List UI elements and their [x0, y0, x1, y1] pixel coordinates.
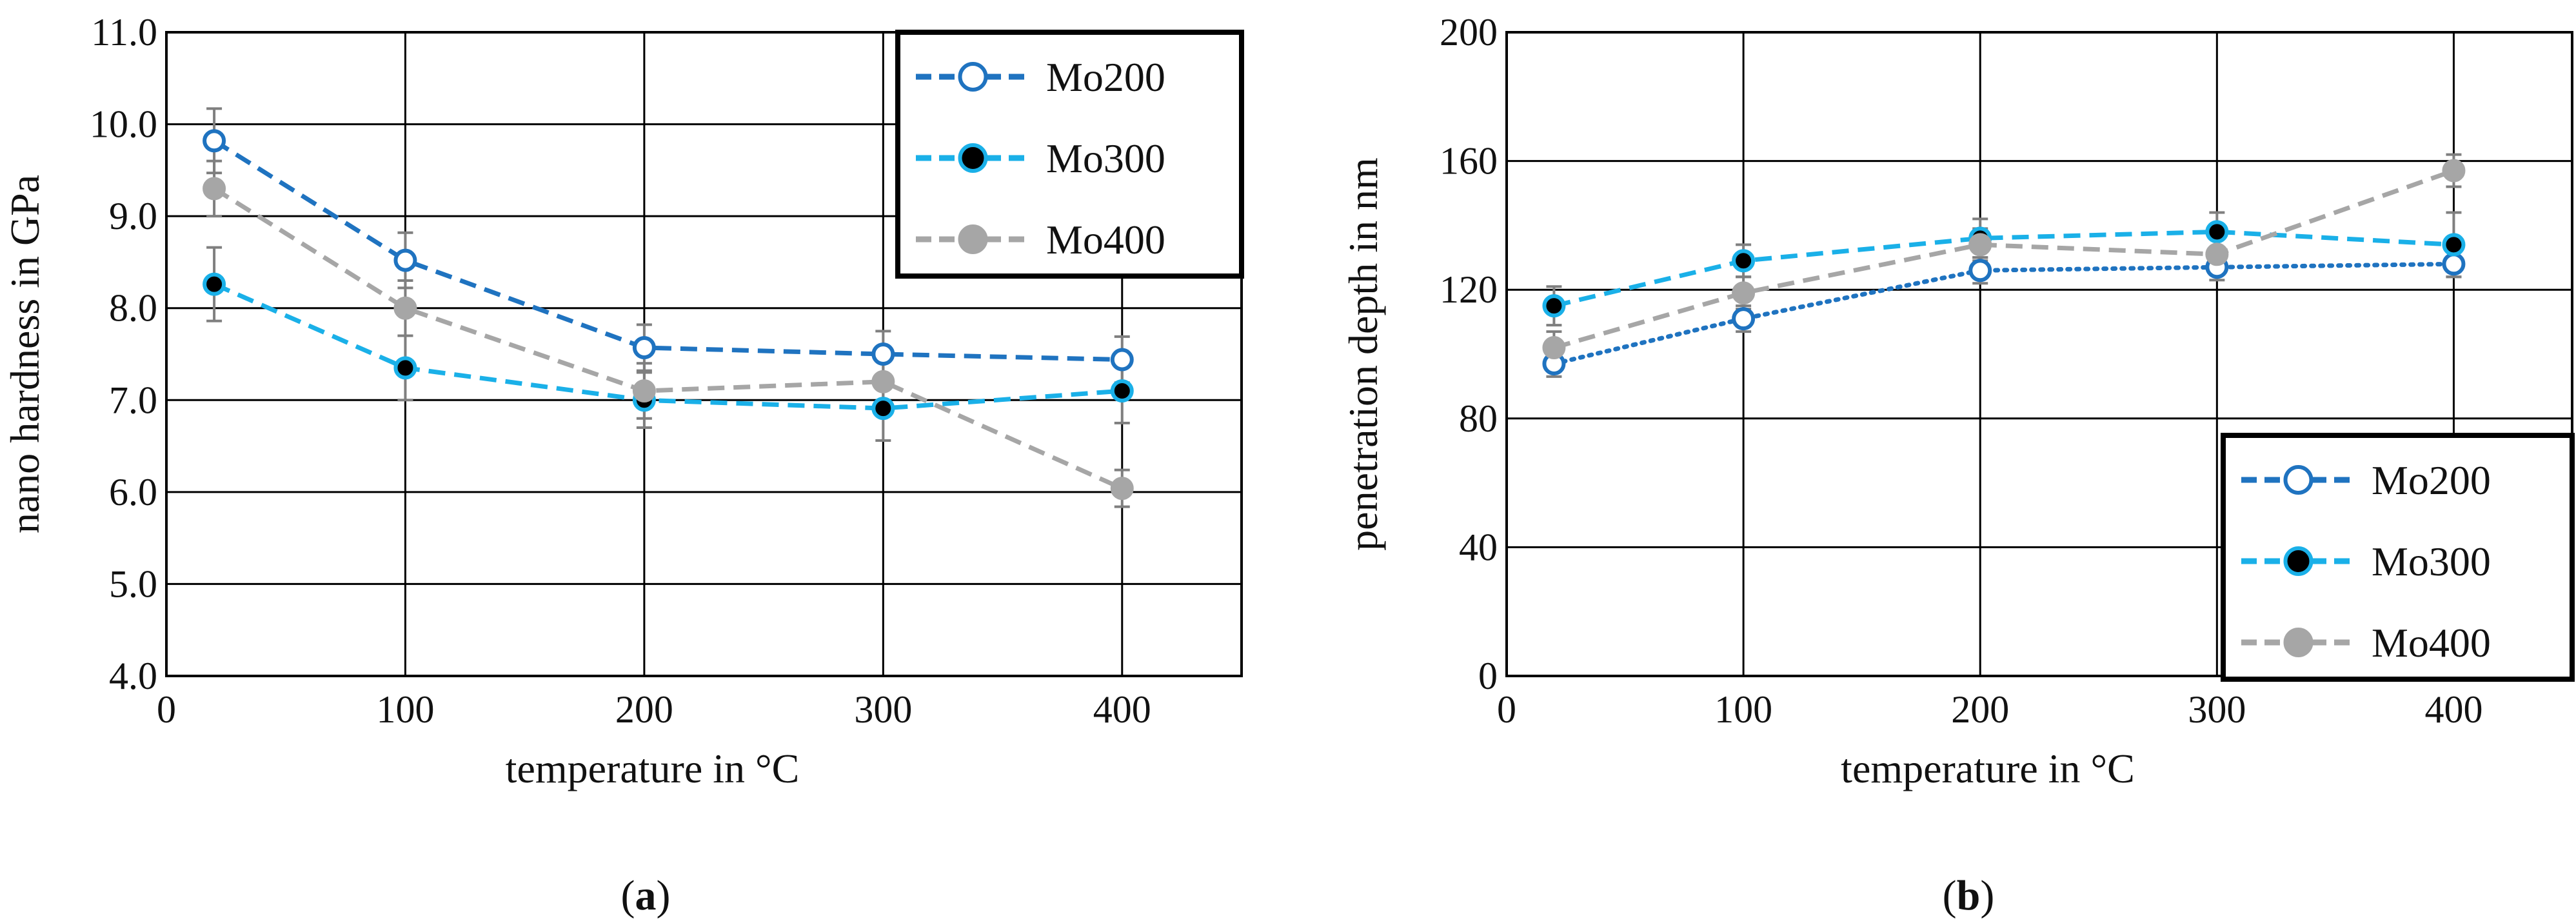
y-tick-label: 9.0 — [109, 195, 157, 237]
data-point-mo300 — [1110, 379, 1134, 403]
y-tick-label: 120 — [1440, 268, 1498, 311]
panel-label: (a) — [621, 872, 671, 919]
x-tick-label: 200 — [615, 688, 673, 731]
data-point-mo400 — [2205, 243, 2229, 266]
data-point-mo300 — [1732, 249, 1756, 273]
legend-swatch-marker — [958, 62, 988, 92]
y-axis-label: nano hardness in GPa — [2, 175, 48, 533]
panel-label-close: ) — [1980, 872, 1994, 919]
x-tick-label: 100 — [1714, 688, 1772, 731]
data-point-mo200 — [1968, 259, 1992, 283]
chart-panel-a: 4.0 5.0 6.0 7.0 8.0 9.0 10.0 11.0 0 100 200 300 400 t… — [2, 11, 1244, 919]
data-point-mo200 — [1732, 307, 1756, 331]
x-axis-label: temperature in °C — [1841, 746, 2135, 791]
series-line-mo200 — [1551, 261, 2456, 366]
data-point-mo200 — [203, 129, 226, 153]
chart-panel-b: 0 40 80 120 160 200 0 100 200 300 400 temperature i… — [1340, 11, 2575, 919]
data-point-mo200 — [871, 342, 895, 366]
panel-label: (b) — [1943, 872, 1995, 919]
x-tick-label: 300 — [854, 688, 912, 731]
x-tick-label: 400 — [2424, 688, 2482, 731]
legend-swatch-marker — [958, 143, 988, 173]
legend-box — [895, 30, 1244, 279]
data-point-mo400 — [1732, 281, 1756, 305]
y-tick-label: 6.0 — [109, 471, 157, 513]
panel-label-letter: a — [635, 872, 657, 919]
data-point-mo200 — [2442, 252, 2466, 276]
y-tick-label: 8.0 — [109, 287, 157, 330]
series-line-mo400 — [1553, 168, 2455, 350]
data-point-mo200 — [632, 336, 656, 360]
x-tick-label: 0 — [157, 688, 176, 731]
data-point-mo300 — [393, 356, 417, 380]
legend-box — [2221, 433, 2575, 682]
plot-frame — [165, 31, 1243, 677]
series-line-mo300 — [1553, 229, 2454, 308]
y-tick-label: 5.0 — [109, 562, 157, 605]
y-tick-label: 11.0 — [91, 11, 157, 54]
y-tick-label: 160 — [1440, 140, 1498, 183]
panel-label-open: ( — [1943, 872, 1957, 919]
x-tick-label: 200 — [1951, 688, 2009, 731]
y-axis-label: penetration depth in nm — [1340, 157, 1386, 551]
y-tick-label: 0 — [1478, 655, 1498, 697]
data-point-mo200 — [1110, 348, 1134, 372]
x-tick-label: 400 — [1093, 688, 1151, 731]
data-point-mo300 — [1542, 294, 1566, 318]
legend-label: Mo200 — [2372, 457, 2491, 503]
y-tick-label: 40 — [1459, 526, 1498, 568]
data-point-mo400 — [1542, 336, 1566, 360]
panel-label-letter: b — [1957, 872, 1981, 919]
data-point-mo300 — [871, 397, 895, 421]
data-point-mo300 — [203, 272, 226, 296]
panel-label-open: ( — [621, 872, 635, 919]
data-point-mo400 — [203, 177, 226, 201]
y-tick-label: 7.0 — [109, 379, 157, 421]
legend-label: Mo200 — [1046, 54, 1165, 100]
x-tick-label: 300 — [2188, 688, 2246, 731]
legend-label: Mo300 — [2372, 539, 2491, 584]
data-point-mo400 — [1968, 233, 1992, 257]
y-tick-label: 80 — [1459, 397, 1498, 440]
data-point-mo400 — [632, 379, 656, 403]
y-tick-label: 10.0 — [90, 103, 157, 146]
data-point-mo200 — [393, 248, 417, 272]
x-tick-label: 100 — [376, 688, 434, 731]
data-point-mo400 — [2442, 159, 2466, 183]
plot-frame — [1505, 31, 2573, 677]
legend-label: Mo300 — [1046, 135, 1165, 181]
legend-swatch-marker — [2283, 628, 2313, 657]
panel-label-close: ) — [657, 872, 671, 919]
data-point-mo400 — [393, 296, 417, 320]
data-point-mo300 — [2205, 220, 2229, 244]
legend-swatch-marker — [2283, 465, 2313, 495]
data-point-mo300 — [2442, 233, 2466, 257]
legend-label: Mo400 — [2372, 620, 2491, 666]
y-tick-label: 200 — [1440, 11, 1498, 54]
legend-label: Mo400 — [1046, 217, 1165, 263]
x-tick-label: 0 — [1497, 688, 1516, 731]
legend-swatch-marker — [2283, 546, 2313, 576]
data-point-mo400 — [1110, 477, 1134, 501]
legend-swatch-marker — [958, 224, 988, 254]
x-axis-label: temperature in °C — [506, 746, 800, 791]
data-point-mo400 — [871, 370, 895, 393]
y-tick-label: 4.0 — [109, 655, 157, 697]
